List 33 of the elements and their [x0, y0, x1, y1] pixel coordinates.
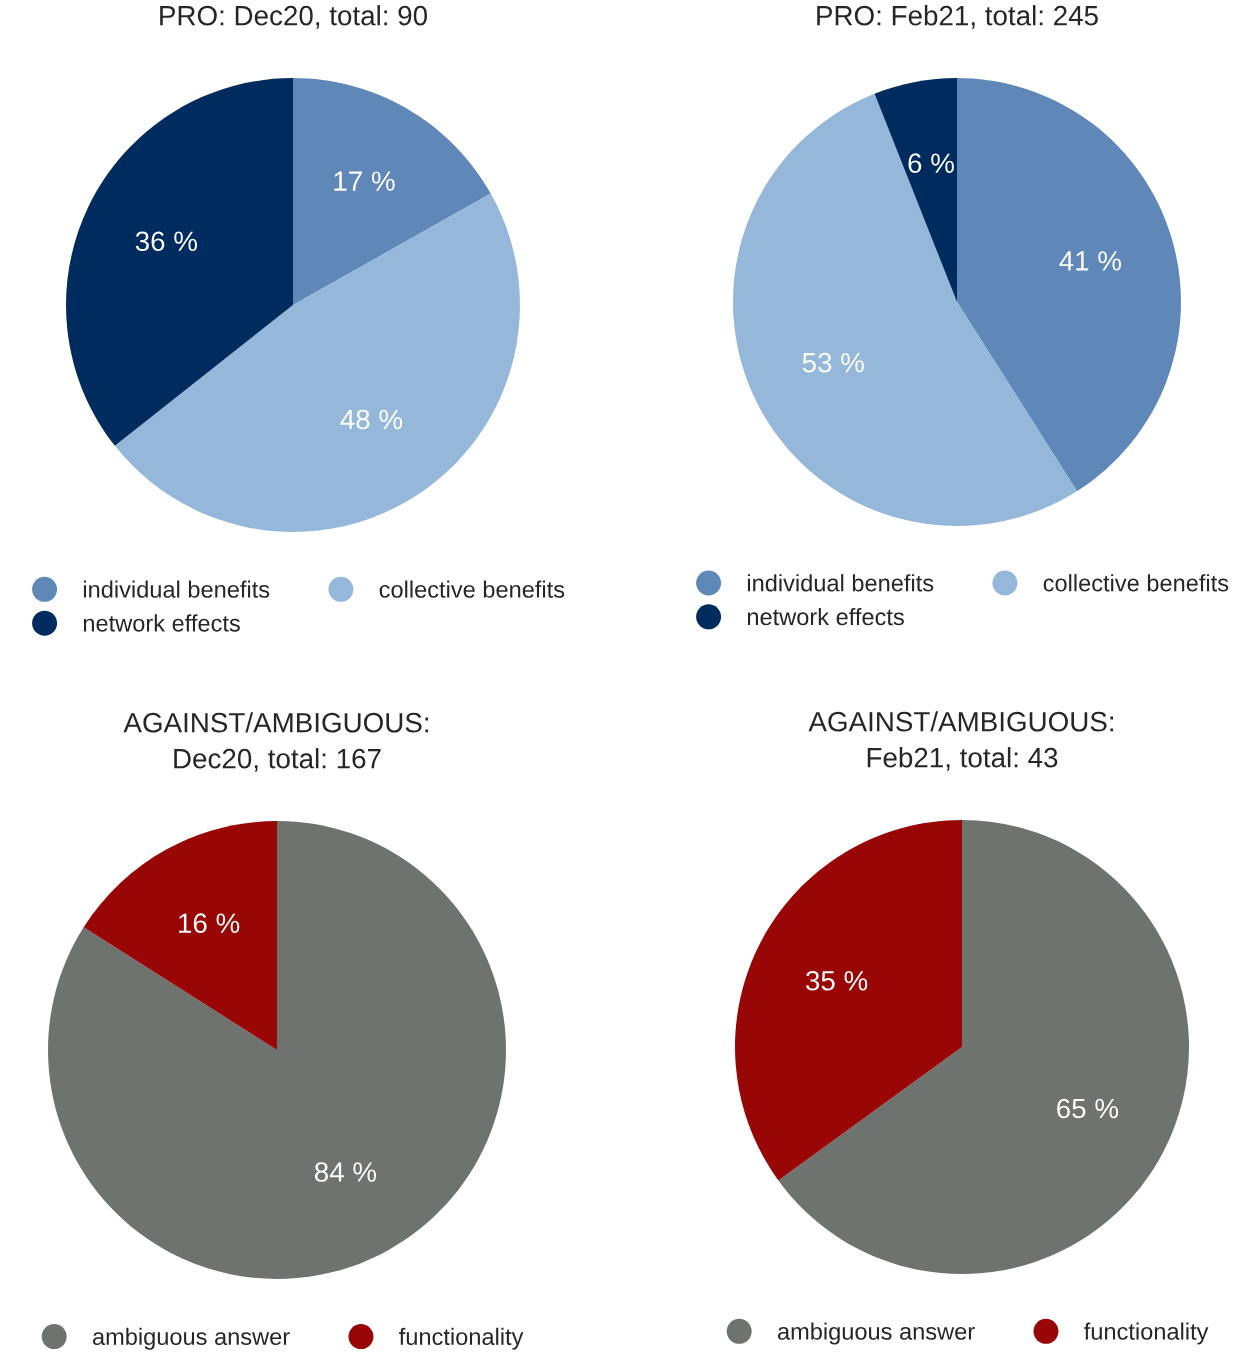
pie-slice	[48, 821, 506, 1279]
legend-label: network effects	[83, 614, 240, 632]
pie-slice	[293, 78, 491, 305]
legend-label: functionality	[399, 1327, 524, 1350]
pie-slice	[957, 78, 1181, 492]
legend-label: collective benefits	[379, 580, 565, 598]
chart-title: PRO: Feb21, total: 245	[817, 5, 1098, 29]
data-label: 6 %	[908, 153, 954, 174]
data-label: 53 %	[802, 352, 864, 373]
data-label: 41 %	[1059, 251, 1122, 271]
legend-label: individual benefits	[747, 574, 934, 592]
data-label: 16 %	[179, 913, 240, 934]
legend-label: individual benefits	[83, 580, 270, 598]
data-label: 36 %	[135, 231, 197, 252]
pie-slice	[778, 820, 1189, 1274]
pie-slice	[874, 78, 957, 302]
data-label: 17 %	[334, 171, 395, 191]
legend-label: collective benefits	[1043, 574, 1229, 592]
pie-slice	[114, 193, 520, 532]
legend-label: ambiguous answer	[777, 1322, 975, 1345]
data-label: 48 %	[340, 409, 403, 430]
legend-label: functionality	[1084, 1322, 1209, 1345]
pie-slice	[735, 820, 962, 1181]
legend-label: ambiguous answer	[92, 1327, 290, 1350]
chart-title: AGAINST/AMBIGUOUS: Feb21, total: 43	[808, 711, 1114, 771]
pie-slice	[83, 821, 277, 1050]
data-label: 84 %	[314, 1162, 377, 1182]
chart-title: AGAINST/AMBIGUOUS: Dec20, total: 167	[123, 712, 429, 772]
legend-label: network effects	[747, 607, 904, 626]
chart-title: PRO: Dec20, total: 90	[160, 5, 428, 29]
pie-slice	[66, 78, 293, 446]
data-label: 35 %	[806, 970, 868, 991]
data-label: 65 %	[1057, 1098, 1119, 1119]
